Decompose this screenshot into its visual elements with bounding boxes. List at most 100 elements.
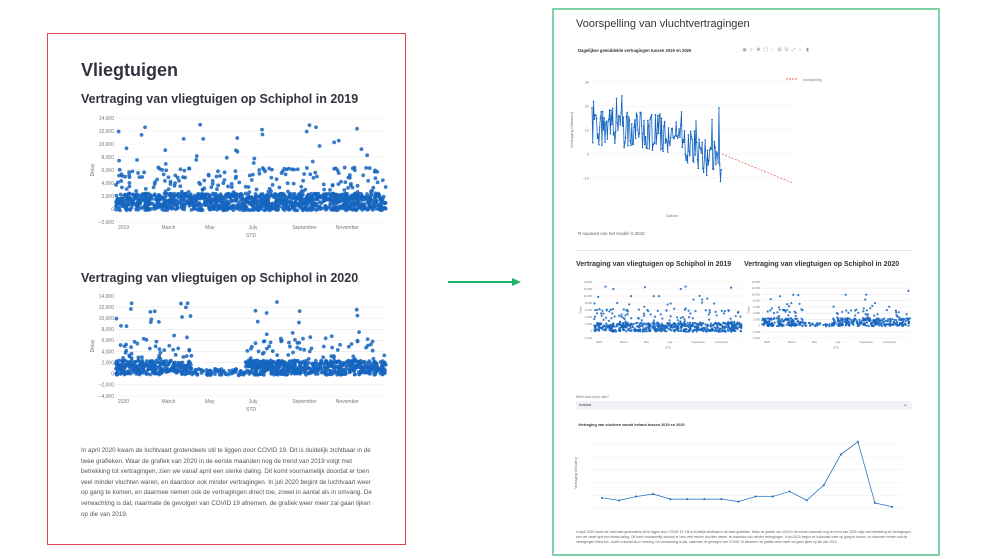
data-point	[633, 126, 635, 129]
x-tick-label: May	[205, 225, 215, 231]
data-point	[286, 353, 291, 357]
data-point	[724, 322, 727, 325]
small-2019-points	[593, 285, 743, 333]
plotly-logo-icon[interactable]: ▮	[806, 47, 809, 53]
country-select[interactable]: Ireland ⌄	[576, 401, 912, 410]
data-point	[669, 302, 672, 305]
data-point	[876, 313, 879, 316]
data-point	[263, 169, 267, 174]
data-point	[593, 118, 596, 120]
data-point	[180, 198, 185, 203]
data-point	[600, 111, 602, 113]
data-point	[117, 362, 122, 367]
data-point	[618, 115, 621, 118]
data-point	[195, 207, 200, 212]
data-point	[350, 166, 355, 171]
data-point	[291, 196, 295, 201]
data-point	[370, 348, 375, 353]
y-tick-label: 0	[111, 207, 114, 213]
y-tick-label: −2,000	[99, 383, 115, 389]
data-point	[287, 340, 291, 345]
data-point	[669, 136, 672, 139]
data-point	[716, 153, 719, 155]
data-point	[135, 203, 140, 208]
data-point	[655, 328, 658, 331]
small-scatter-2019[interactable]: −2,000 0 2,000 4,000 6,000 8,000 10,000 12,000 1…	[574, 270, 746, 352]
data-point	[713, 326, 716, 329]
data-point	[740, 327, 743, 330]
lasso-icon[interactable]: ◌	[771, 47, 774, 53]
camera-icon[interactable]: ◉	[742, 47, 747, 53]
reset-icon[interactable]: ⌂	[798, 47, 803, 53]
scatter-2020-chart[interactable]: −4,000 −2,000 0 2,000 4,000 6,000 8,000 10,000 1…	[76, 289, 396, 424]
data-point	[275, 353, 280, 358]
data-point	[801, 324, 804, 327]
data-point	[623, 146, 625, 149]
country-line-chart[interactable]: Vertraging (Minuten)	[568, 430, 914, 522]
data-point	[704, 139, 706, 141]
data-point	[869, 307, 872, 310]
data-point	[178, 167, 183, 172]
data-point	[293, 338, 297, 342]
data-point	[693, 130, 696, 132]
data-point	[250, 203, 255, 208]
small-2020-axes: −4,000 −2,000 0 2,000 4,000 6,000 8,000 10,000 1…	[747, 280, 910, 350]
data-point	[709, 146, 712, 149]
data-point	[650, 116, 652, 118]
data-point	[662, 150, 664, 153]
zoom-icon[interactable]: ⌕	[750, 47, 753, 53]
zoom-out-icon[interactable]: ⊟	[784, 47, 789, 53]
data-point	[679, 136, 681, 139]
data-point	[597, 325, 600, 328]
data-point	[676, 326, 679, 329]
data-point	[660, 324, 663, 327]
data-point	[616, 121, 619, 124]
data-point	[707, 313, 710, 316]
data-point	[177, 178, 181, 183]
select-icon[interactable]: ▢	[763, 47, 768, 53]
y-tick-label: 2,000	[101, 194, 114, 200]
data-point	[703, 156, 706, 159]
data-point	[662, 324, 665, 327]
data-point	[188, 360, 192, 365]
data-point	[849, 309, 853, 312]
forecast-line-chart[interactable]: −10 0 10 20 30 Datum Vertraging (Minuten)	[568, 55, 798, 225]
data-point	[783, 318, 787, 321]
scatter-2019-chart[interactable]: −2,000 0 2,000 4,000 6,000 8,000 10,000 12,000 1…	[76, 110, 396, 250]
data-point	[882, 321, 885, 324]
data-point	[118, 208, 122, 213]
data-point	[321, 344, 326, 349]
data-point	[630, 317, 633, 320]
pan-icon[interactable]: ✥	[756, 47, 761, 53]
data-point	[602, 328, 605, 331]
data-point	[692, 161, 695, 163]
data-point	[255, 319, 260, 324]
data-point	[175, 200, 179, 205]
data-point	[158, 197, 163, 202]
x-axis-title: STD	[246, 407, 256, 413]
data-point	[624, 320, 627, 323]
data-point	[301, 178, 306, 183]
data-point	[603, 117, 606, 119]
data-point	[266, 367, 270, 371]
y-tick-label: 20	[585, 104, 589, 108]
data-point	[736, 327, 739, 330]
autoscale-icon[interactable]: ⤢	[791, 47, 796, 53]
data-point	[706, 297, 709, 300]
data-point	[604, 141, 606, 143]
y-tick-label: 6,000	[753, 305, 760, 309]
data-point	[299, 184, 304, 189]
zoom-in-icon[interactable]: ⊞	[777, 47, 782, 53]
data-point	[765, 321, 768, 324]
data-point	[163, 194, 168, 199]
data-point	[599, 117, 602, 119]
data-point	[647, 327, 651, 331]
data-point	[236, 195, 241, 199]
data-point	[620, 112, 622, 115]
data-point	[168, 182, 173, 186]
data-point	[682, 138, 684, 141]
data-point	[246, 364, 251, 369]
small-scatter-2020[interactable]: −4,000 −2,000 0 2,000 4,000 6,000 8,000 10,000 1…	[742, 270, 914, 352]
data-point	[166, 187, 171, 192]
data-point	[343, 180, 348, 185]
